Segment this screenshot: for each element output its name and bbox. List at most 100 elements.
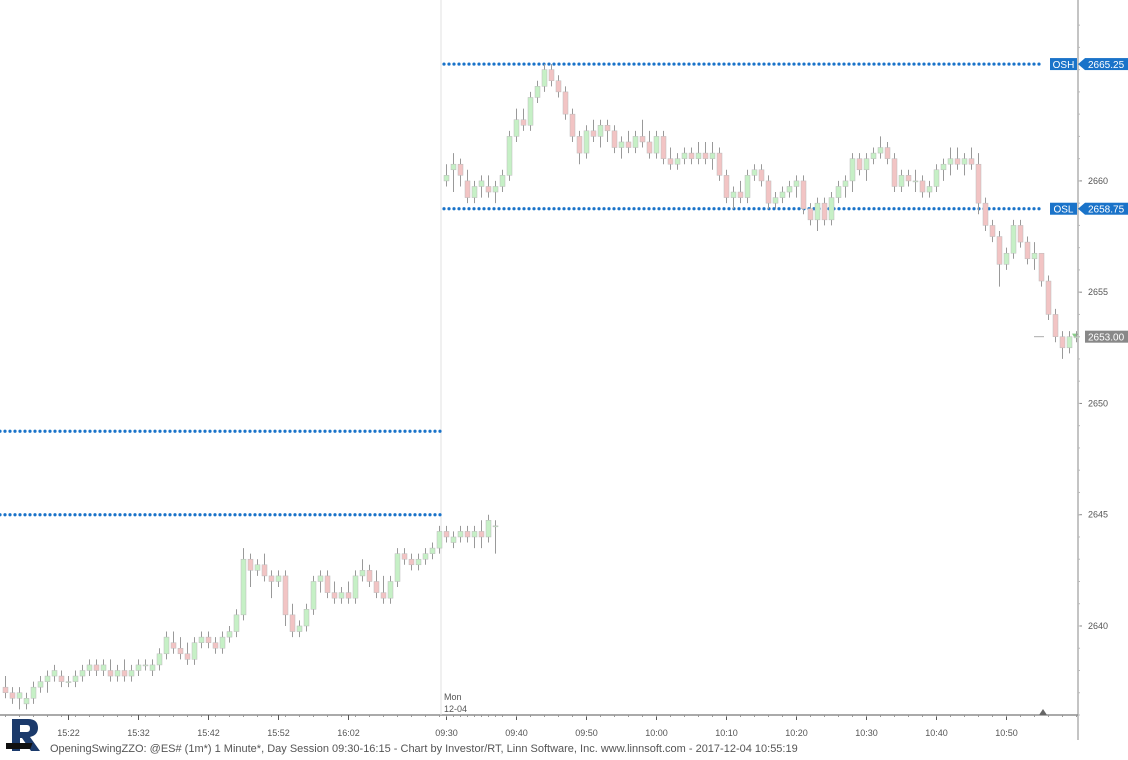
candle-body [548, 69, 555, 82]
level-dot [587, 62, 591, 66]
candle-body [492, 525, 499, 528]
level-dot [423, 513, 427, 517]
candle [877, 136, 884, 159]
candle [548, 64, 555, 87]
candle [338, 587, 345, 604]
candle-body [135, 664, 142, 671]
y-tick-label: 2640 [1088, 621, 1108, 631]
price-levels: OSH 2665.25 OSL 2658.75 2653.00 [0, 58, 1128, 517]
candle [828, 192, 835, 226]
candle [240, 548, 247, 621]
candle [443, 525, 450, 543]
level-dot [582, 62, 586, 66]
candle [1010, 219, 1017, 259]
candle-body [576, 136, 583, 154]
level-dot [1037, 62, 1041, 66]
level-dot [647, 62, 651, 66]
candle-body [380, 592, 387, 599]
level-dot [812, 62, 816, 66]
candle-body [247, 558, 254, 571]
candle [471, 180, 478, 204]
level-dot [183, 429, 187, 433]
candle [849, 153, 856, 193]
candle-body [1003, 252, 1010, 265]
level-dot [283, 429, 287, 433]
level-dot [662, 62, 666, 66]
candle-body [212, 642, 219, 649]
level-dot [18, 513, 22, 517]
level-dot [772, 62, 776, 66]
level-dot [258, 513, 262, 517]
candle [674, 153, 681, 170]
candle [884, 141, 891, 165]
level-dot [413, 429, 417, 433]
level-dot [642, 207, 646, 211]
candle-body [177, 647, 184, 655]
candle [1017, 219, 1024, 248]
level-dot [577, 62, 581, 66]
candle-body [324, 575, 331, 593]
level-dot [777, 62, 781, 66]
axis-labels: 2640 2645 2650 2655 2660 15:22 15:32 15:42 15:52… [57, 176, 1108, 738]
level-dot [477, 207, 481, 211]
level-dot [857, 62, 861, 66]
level-dot [802, 62, 806, 66]
candle [65, 676, 72, 688]
level-dot [752, 62, 756, 66]
candle [296, 620, 303, 638]
candle [247, 553, 254, 588]
level-dot [552, 62, 556, 66]
level-dot [13, 429, 17, 433]
candle [310, 575, 317, 615]
y-tick-label: 2660 [1088, 176, 1108, 186]
candle-body [1059, 336, 1066, 349]
level-dot [677, 62, 681, 66]
candle-body [828, 197, 835, 221]
level-dot [532, 62, 536, 66]
level-dot [887, 207, 891, 211]
level-dot [158, 513, 162, 517]
candle [107, 659, 114, 682]
level-dot [193, 513, 197, 517]
level-dot [3, 429, 7, 433]
candle-body [471, 186, 478, 198]
candle-body [331, 592, 338, 599]
candle-body [821, 202, 828, 221]
level-dot [452, 62, 456, 66]
candle-body [261, 564, 268, 577]
level-dot [487, 62, 491, 66]
x-tick-label: 09:30 [435, 728, 458, 738]
level-dot [73, 513, 77, 517]
candle-body [982, 202, 989, 226]
level-dot [108, 513, 112, 517]
level-value-bg [1085, 58, 1128, 71]
level-dot [657, 62, 661, 66]
candle-body [772, 197, 779, 204]
level-dot [388, 429, 392, 433]
candle [1073, 331, 1080, 343]
level-dot [403, 429, 407, 433]
candle-body [751, 169, 758, 176]
level-dot [13, 513, 17, 517]
level-dot [408, 513, 412, 517]
candle [681, 147, 688, 165]
level-dot [727, 207, 731, 211]
candle-body [597, 125, 604, 137]
level-dot [1022, 62, 1026, 66]
candle-body [975, 163, 982, 204]
level-dot [413, 513, 417, 517]
level-pointer [1078, 202, 1085, 215]
candle [149, 659, 156, 677]
level-dot [1017, 62, 1021, 66]
level-dot [752, 207, 756, 211]
candle-body [625, 141, 632, 148]
level-dot [98, 513, 102, 517]
level-dot [133, 429, 137, 433]
level-value-bg [1085, 202, 1128, 215]
candle-body [786, 186, 793, 193]
candle [667, 147, 674, 170]
level-dot [722, 62, 726, 66]
candle [30, 681, 37, 704]
candle [653, 130, 660, 159]
